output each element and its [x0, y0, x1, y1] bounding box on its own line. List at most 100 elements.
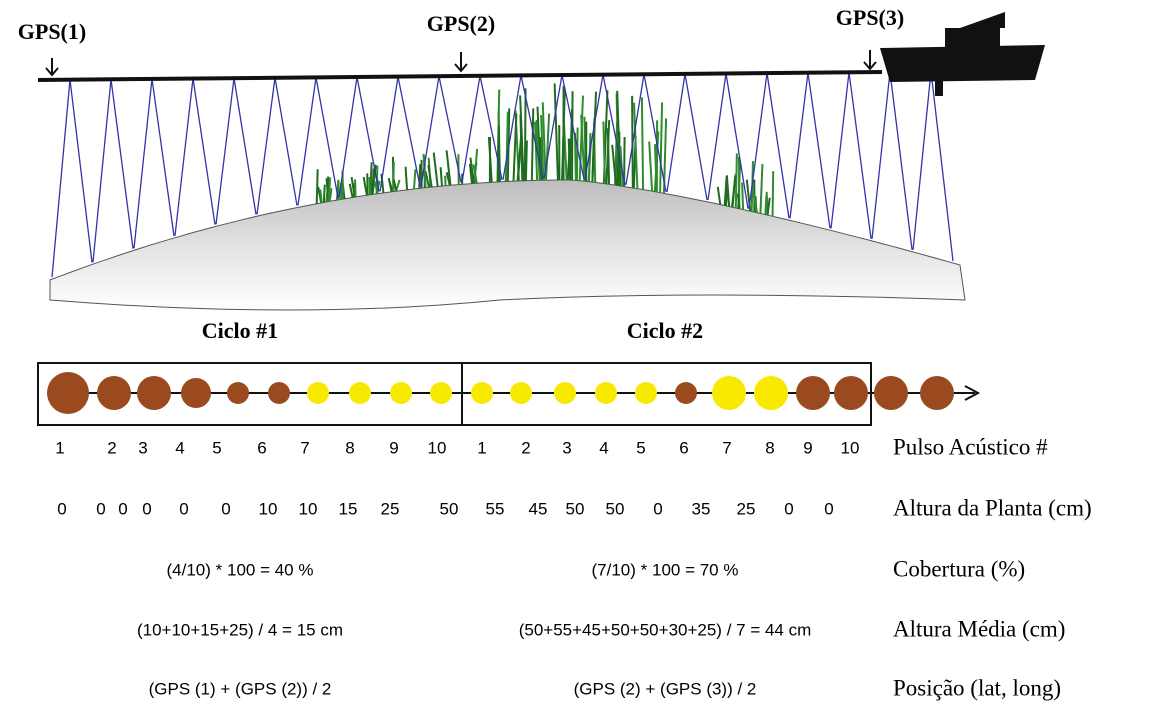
pulse-number: 5 — [636, 438, 645, 457]
plant-height: 50 — [440, 499, 459, 518]
plant-height: 0 — [118, 499, 127, 518]
plant — [764, 195, 768, 215]
plant — [535, 119, 541, 181]
pulse-dots — [47, 372, 954, 414]
plant — [404, 166, 409, 190]
row-label: Altura da Planta (cm) — [893, 495, 1092, 520]
gps-label: GPS(3) — [836, 5, 904, 30]
plant — [659, 102, 664, 193]
plant — [640, 97, 645, 190]
plant-height: 0 — [824, 499, 833, 518]
plant-height: 45 — [529, 499, 548, 518]
plant — [424, 171, 431, 188]
row-label: Posição (lat, long) — [893, 675, 1061, 700]
plant-height: 0 — [784, 499, 793, 518]
beam — [379, 76, 421, 192]
plant — [439, 167, 444, 187]
plant — [724, 183, 729, 206]
beam — [461, 75, 503, 183]
plant — [516, 135, 523, 182]
plant — [469, 157, 475, 184]
plant-height: 50 — [566, 499, 585, 518]
pulse-dot — [47, 372, 89, 414]
beam — [830, 72, 872, 239]
pulse-number: 10 — [428, 438, 447, 457]
plant — [540, 115, 545, 181]
plant — [505, 111, 509, 182]
pulse-number: 4 — [175, 438, 184, 457]
plant — [752, 190, 758, 213]
plant-height: 15 — [339, 499, 358, 518]
gps-label: GPS(1) — [18, 19, 86, 44]
pulse-dot — [349, 382, 371, 404]
plant-height: 35 — [692, 499, 711, 518]
plant — [512, 113, 518, 182]
beam — [174, 78, 216, 236]
pulse-number: 7 — [722, 438, 731, 457]
pulse-number: 1 — [477, 438, 486, 457]
pulse-dot — [874, 376, 908, 410]
plant — [362, 176, 368, 196]
plant — [575, 127, 579, 181]
row-label: Altura Média (cm) — [893, 616, 1065, 641]
plant-height: 0 — [653, 499, 662, 518]
plant — [427, 165, 433, 188]
pulse-dot — [675, 382, 697, 404]
row-label: Cobertura (%) — [893, 556, 1025, 581]
plant — [545, 113, 551, 181]
beam — [133, 78, 175, 249]
pulse-number: 8 — [345, 438, 354, 457]
pulse-dot — [268, 382, 290, 404]
pulse-number: 8 — [765, 438, 774, 457]
plant — [723, 176, 728, 206]
plant — [354, 179, 357, 198]
plant-height: 0 — [179, 499, 188, 518]
pulse-number: 4 — [599, 438, 608, 457]
pulse-dot — [754, 376, 788, 410]
pulse-number: 9 — [803, 438, 812, 457]
pulse-number: 6 — [679, 438, 688, 457]
pulse-dot — [97, 376, 131, 410]
pulse-dot — [834, 376, 868, 410]
plant-height: 50 — [606, 499, 625, 518]
pulse-dot — [181, 378, 211, 408]
plant-height: 0 — [221, 499, 230, 518]
row-label: Pulso Acústico # — [893, 434, 1048, 459]
plant — [445, 172, 451, 186]
gps-arrows — [45, 50, 877, 77]
plant — [716, 186, 722, 205]
pulse-dot — [430, 382, 452, 404]
pulse-number: 6 — [257, 438, 266, 457]
plant — [553, 83, 559, 181]
plant — [392, 161, 395, 192]
pulse-number: 9 — [389, 438, 398, 457]
plant-height: 0 — [57, 499, 66, 518]
plant — [741, 182, 745, 210]
pulse-dot — [227, 382, 249, 404]
pulse-number: 10 — [841, 438, 860, 457]
pulse-dot — [796, 376, 830, 410]
plant — [328, 188, 333, 202]
beam — [871, 71, 913, 250]
mean-height-formula: (10+10+15+25) / 4 = 15 cm — [137, 620, 343, 639]
plant — [368, 176, 372, 195]
plant — [412, 169, 417, 190]
plant — [392, 179, 398, 192]
plant — [578, 95, 584, 181]
plant-height: 25 — [737, 499, 756, 518]
pulse-number: 2 — [521, 438, 530, 457]
plant — [530, 108, 535, 181]
plant — [497, 125, 500, 182]
plant — [473, 148, 479, 184]
plant — [616, 90, 622, 186]
plant — [371, 168, 375, 195]
plant — [534, 121, 539, 181]
plant — [387, 177, 393, 192]
gps-label: GPS(2) — [427, 11, 495, 36]
cycle-title: Ciclo #1 — [202, 318, 278, 343]
plant — [602, 121, 607, 184]
pulse-dot — [137, 376, 171, 410]
cycle-title: Ciclo #2 — [627, 318, 703, 343]
plant-height: 25 — [381, 499, 400, 518]
